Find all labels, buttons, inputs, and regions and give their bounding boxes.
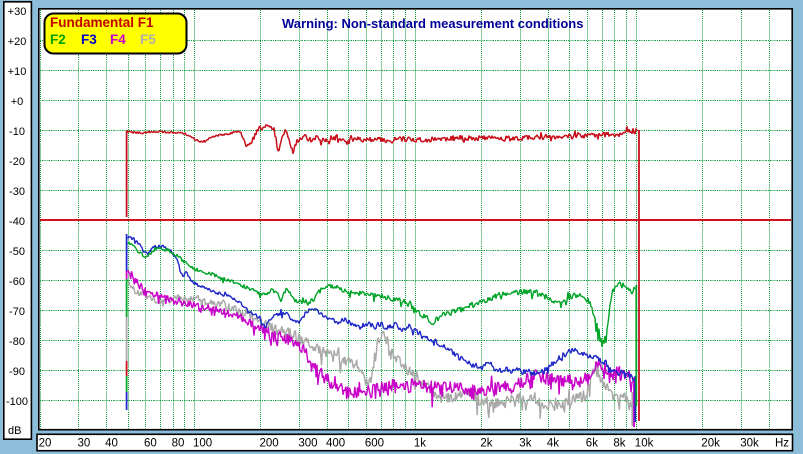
svg-text:F3: F3 <box>81 32 97 47</box>
svg-text:40: 40 <box>105 438 118 450</box>
svg-text:Warning: Non-standard measurem: Warning: Non-standard measurement condit… <box>282 16 583 31</box>
svg-text:6k: 6k <box>586 438 598 450</box>
svg-text:30k: 30k <box>740 438 759 450</box>
svg-text:-20: -20 <box>9 156 25 168</box>
svg-text:-60: -60 <box>9 276 25 288</box>
svg-text:-80: -80 <box>9 336 25 348</box>
svg-text:3k: 3k <box>519 438 531 450</box>
svg-text:-90: -90 <box>9 366 25 378</box>
svg-text:-50: -50 <box>9 246 25 258</box>
svg-text:30: 30 <box>78 438 91 450</box>
svg-text:F5: F5 <box>140 32 156 47</box>
svg-text:-10: -10 <box>9 126 25 138</box>
svg-text:20k: 20k <box>701 438 720 450</box>
svg-text:20: 20 <box>39 438 52 450</box>
svg-text:10k: 10k <box>635 438 654 450</box>
svg-text:200: 200 <box>260 438 279 450</box>
svg-text:-30: -30 <box>9 186 25 198</box>
svg-text:F4: F4 <box>110 32 126 47</box>
svg-text:100: 100 <box>193 438 212 450</box>
svg-text:1k: 1k <box>414 438 426 450</box>
svg-text:+30: +30 <box>8 6 27 18</box>
svg-text:-100: -100 <box>6 396 28 408</box>
svg-text:600: 600 <box>365 438 384 450</box>
svg-text:+10: +10 <box>8 66 27 78</box>
svg-text:80: 80 <box>172 438 185 450</box>
svg-text:Fundamental F1: Fundamental F1 <box>50 15 154 30</box>
svg-text:8k: 8k <box>613 438 625 450</box>
svg-text:F2: F2 <box>50 32 66 47</box>
svg-text:+0: +0 <box>11 96 24 108</box>
svg-text:400: 400 <box>326 438 345 450</box>
svg-text:Hz: Hz <box>775 438 789 450</box>
svg-text:300: 300 <box>298 438 317 450</box>
svg-text:-40: -40 <box>9 216 25 228</box>
svg-text:dB: dB <box>8 425 21 437</box>
svg-text:-70: -70 <box>9 306 25 318</box>
svg-text:60: 60 <box>144 438 157 450</box>
svg-text:2k: 2k <box>480 438 492 450</box>
svg-text:4k: 4k <box>547 438 559 450</box>
svg-text:+20: +20 <box>8 36 27 48</box>
